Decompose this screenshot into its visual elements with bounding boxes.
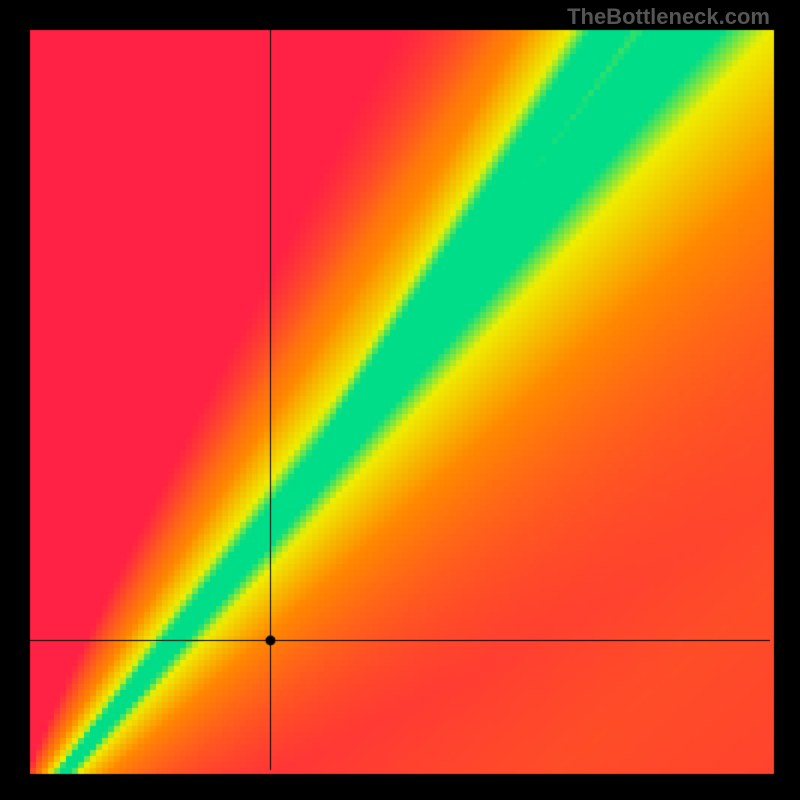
watermark-text: TheBottleneck.com xyxy=(567,4,770,30)
chart-container: TheBottleneck.com xyxy=(0,0,800,800)
bottleneck-heatmap xyxy=(0,0,800,800)
